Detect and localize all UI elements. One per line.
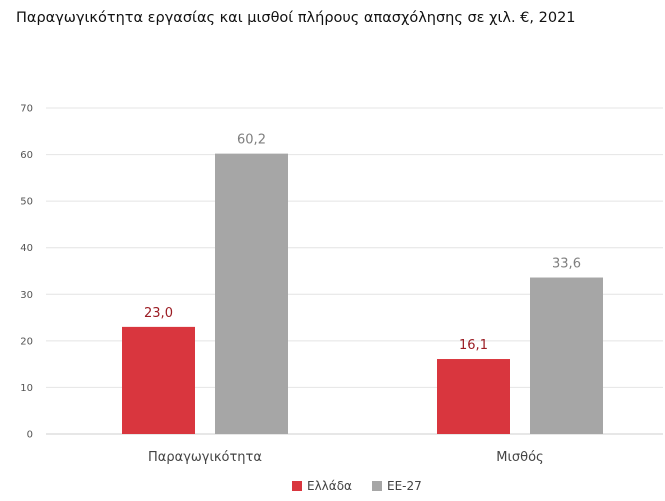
chart-title: Παραγωγικότητα εργασίας και μισθοί πλήρο… xyxy=(16,10,576,26)
category-label: Μισθός xyxy=(496,450,543,465)
bar xyxy=(215,153,288,434)
y-tick-label: 60 xyxy=(20,150,33,161)
y-tick-label: 10 xyxy=(20,383,33,394)
y-tick-label: 50 xyxy=(20,197,33,208)
y-tick-label: 0 xyxy=(27,430,33,441)
legend-label: Ελλάδα xyxy=(307,479,352,493)
y-tick-label: 40 xyxy=(20,243,33,254)
data-label: 16,1 xyxy=(459,338,488,353)
data-label: 60,2 xyxy=(237,133,266,148)
bar xyxy=(530,277,603,434)
legend-swatch xyxy=(292,481,302,491)
y-tick-label: 20 xyxy=(20,336,33,347)
data-label: 33,6 xyxy=(552,257,581,272)
bar xyxy=(437,359,510,434)
data-label: 23,0 xyxy=(144,306,173,321)
y-tick-label: 70 xyxy=(20,104,33,115)
bar xyxy=(122,326,195,434)
category-label: Παραγωγικότητα xyxy=(148,450,262,465)
legend-label: ΕΕ-27 xyxy=(387,479,422,493)
legend-swatch xyxy=(372,481,382,491)
y-tick-label: 30 xyxy=(20,290,33,301)
